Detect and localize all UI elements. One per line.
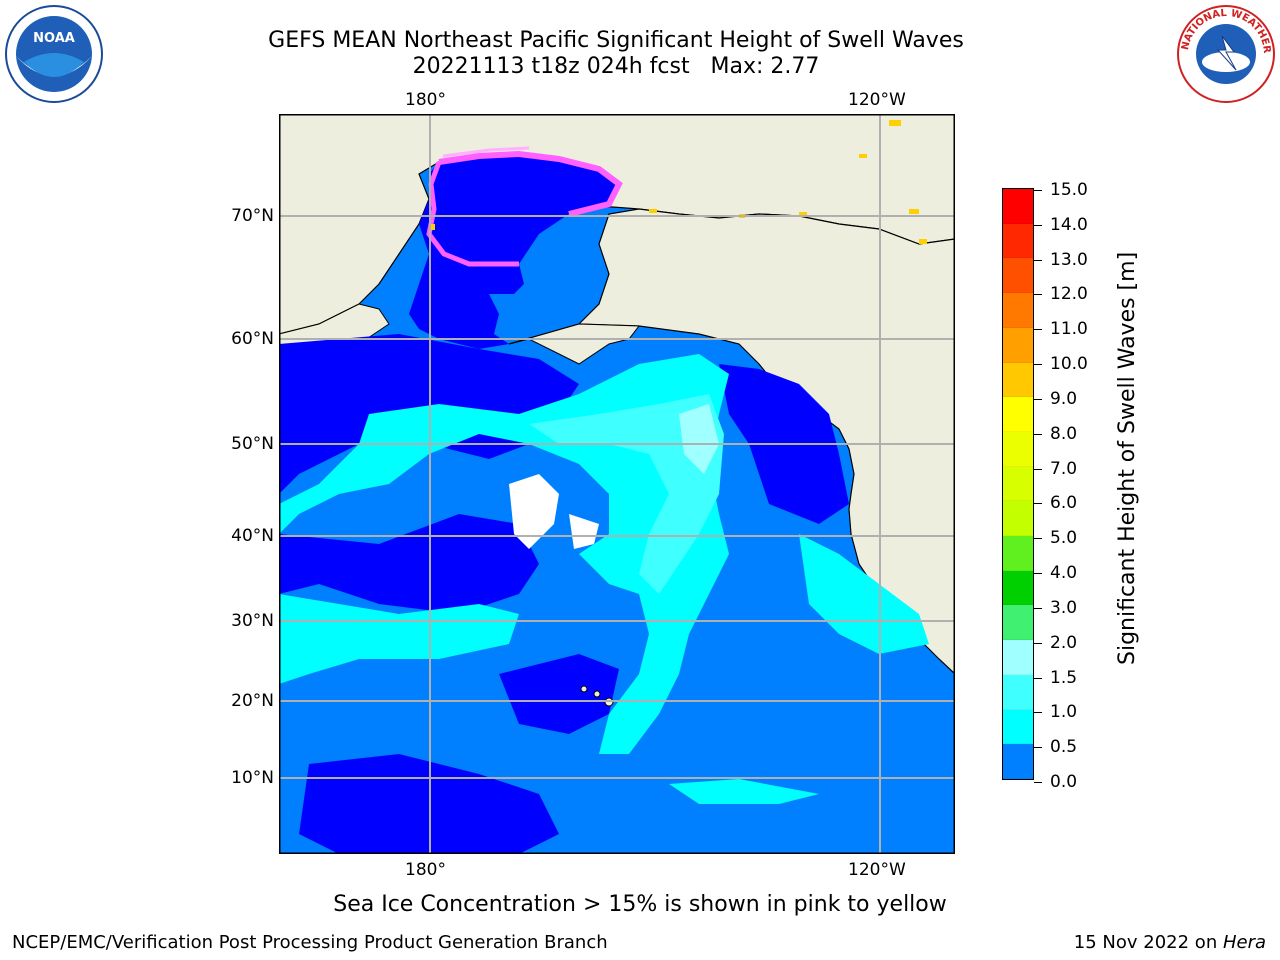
colorbar-segment	[1003, 640, 1033, 675]
colorbar-tick: 13.0	[1034, 250, 1088, 270]
colorbar-tick: 2.0	[1034, 633, 1077, 653]
colorbar-segment	[1003, 397, 1033, 432]
missing-data-patch-2	[569, 514, 599, 549]
colorbar-tick: 15.0	[1034, 180, 1088, 200]
lat-label-20n: 20°N	[231, 691, 274, 711]
land-alaska-peninsula	[508, 323, 640, 365]
swell-coastal-california	[799, 534, 929, 654]
lon-label-top-120w: 120°W	[848, 90, 906, 110]
swell-height-map	[278, 113, 956, 854]
colorbar-segment	[1003, 744, 1033, 779]
swell-streak-south	[669, 779, 819, 804]
colorbar-tick: 7.0	[1034, 459, 1077, 479]
footer-system: Hera	[1222, 932, 1266, 953]
colorbar-segment	[1003, 674, 1033, 710]
colorbar-segment	[1003, 605, 1033, 641]
colorbar-segment	[1003, 362, 1033, 398]
colorbar-tick: 1.5	[1034, 668, 1077, 688]
lon-label-bottom-180: 180°	[405, 860, 446, 880]
nws-logo: NATIONAL WEATHER SERVICE	[1176, 4, 1275, 103]
colorbar-title: Significant Height of Swell Waves [m]	[1115, 251, 1140, 665]
lat-label-10n: 10°N	[231, 768, 274, 788]
colorbar-tick: 10.0	[1034, 354, 1088, 374]
colorbar-tick: 0.0	[1034, 772, 1077, 792]
lat-label-70n: 70°N	[231, 206, 274, 226]
footer-date-text: 15 Nov 2022 on	[1073, 932, 1223, 953]
missing-data-patch	[509, 474, 559, 549]
graticule	[279, 114, 955, 854]
colorbar-segment	[1003, 293, 1033, 328]
lat-label-30n: 30°N	[231, 611, 274, 631]
colorbar-tick-labels: 15.0 14.0 13.0 12.0 11.0 10.0 9.0 8.0 7.0 6.0 5.0 4…	[1034, 180, 1094, 792]
map-title-line2: 20221113 t18z 024h fcst Max: 2.77	[412, 54, 820, 79]
map-panel	[278, 113, 956, 854]
lon-label-bottom-120w: 120°W	[848, 860, 906, 880]
colorbar-segment	[1003, 536, 1033, 571]
sea-ice-note: Sea Ice Concentration > 15% is shown in …	[333, 892, 947, 917]
colorbar-segment	[1003, 189, 1033, 224]
colorbar	[1002, 188, 1034, 780]
swell-max-2.0-3.0	[679, 404, 719, 474]
colorbar-tick: 1.0	[1034, 702, 1077, 722]
colorbar-tick: 3.0	[1034, 598, 1077, 618]
colorbar-tick: 14.0	[1034, 215, 1088, 235]
colorbar-tick: 9.0	[1034, 389, 1077, 409]
colorbar-segment	[1003, 709, 1033, 745]
sea-ice-edge-west	[426, 161, 519, 267]
ocean-bering-sea	[409, 154, 619, 349]
colorbar-tick: 6.0	[1034, 493, 1077, 513]
ocean-low-swell-mid	[279, 514, 539, 614]
sea-ice-edge-north	[438, 150, 623, 217]
ocean-low-swell-hawaii	[499, 654, 619, 734]
lat-label-40n: 40°N	[231, 526, 274, 546]
lat-label-50n: 50°N	[231, 434, 274, 454]
colorbar-tick: 8.0	[1034, 424, 1077, 444]
lon-label-top-180: 180°	[405, 90, 446, 110]
colorbar-tick: 4.0	[1034, 563, 1077, 583]
swell-plume-1.0-1.5	[279, 354, 729, 754]
noaa-logo: NOAA	[5, 5, 103, 103]
sea-ice-edge-outer	[442, 146, 530, 158]
swell-band-west	[279, 594, 519, 684]
colorbar-segment	[1003, 570, 1033, 606]
footer-credit: NCEP/EMC/Verification Post Processing Pr…	[12, 932, 608, 953]
colorbar-segment	[1003, 466, 1033, 502]
colorbar-tick: 12.0	[1034, 284, 1088, 304]
svg-text:NOAA: NOAA	[33, 31, 75, 46]
colorbar-segment	[1003, 258, 1033, 294]
colorbar-segment	[1003, 431, 1033, 467]
map-frame	[279, 114, 955, 854]
lat-label-60n: 60°N	[231, 329, 274, 349]
map-title-line1: GEFS MEAN Northeast Pacific Significant …	[268, 28, 964, 53]
colorbar-tick: 11.0	[1034, 319, 1088, 339]
colorbar-tick: 0.5	[1034, 737, 1077, 757]
colorbar-tick: 5.0	[1034, 528, 1077, 548]
footer-date: 15 Nov 2022 on Hera	[1074, 932, 1266, 953]
colorbar-segment	[1003, 501, 1033, 537]
colorbar-segment	[1003, 327, 1033, 363]
colorbar-segment	[1003, 223, 1033, 259]
